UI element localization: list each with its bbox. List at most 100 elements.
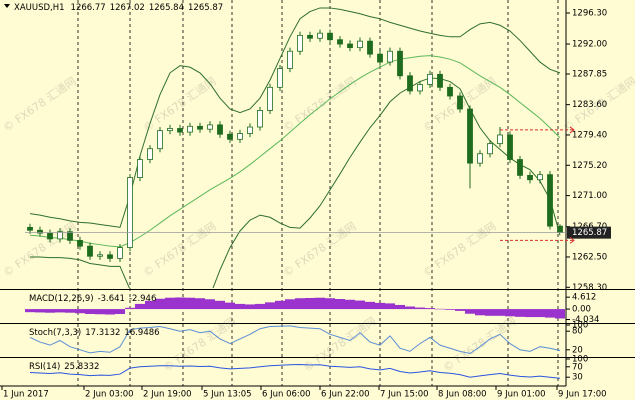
candle-body bbox=[257, 110, 263, 128]
indicator-value: 17.3132 bbox=[85, 328, 120, 338]
y-tick-label: 1271.00 bbox=[572, 191, 607, 201]
histogram-bar bbox=[325, 298, 335, 310]
histogram-bar bbox=[405, 306, 415, 310]
candle-body bbox=[57, 231, 63, 240]
y-tick-label: 100 bbox=[572, 355, 588, 365]
candle-body bbox=[77, 239, 83, 247]
histogram-bar bbox=[415, 307, 425, 310]
candle-body bbox=[457, 95, 463, 110]
histogram-bar bbox=[55, 309, 65, 313]
candle-body bbox=[537, 174, 543, 181]
candle-body bbox=[67, 231, 73, 241]
candle-body bbox=[527, 174, 533, 181]
histogram-bar bbox=[195, 298, 205, 310]
histogram-bar bbox=[85, 309, 95, 314]
y-tick-label: 1258.30 bbox=[572, 283, 607, 293]
indicator-header: MACD(12,26,9) -3.641 -2.946 bbox=[29, 294, 156, 304]
indicator-signal: -2.946 bbox=[129, 294, 156, 304]
histogram-bar bbox=[535, 309, 545, 318]
histogram-bar bbox=[215, 300, 225, 310]
histogram-bar bbox=[295, 298, 305, 310]
indicator-line bbox=[29, 363, 561, 379]
histogram-bar bbox=[265, 302, 275, 310]
histogram-bar bbox=[155, 298, 165, 310]
histogram-bar bbox=[505, 309, 515, 317]
low: 1265.84 bbox=[149, 3, 184, 13]
x-tick-label: 2 Jun 03:00 bbox=[85, 390, 134, 400]
histogram-bar bbox=[45, 309, 55, 313]
candle-body bbox=[377, 53, 383, 63]
histogram-bar bbox=[165, 297, 175, 310]
last-price-box bbox=[567, 226, 611, 239]
y-tick-label: 1287.85 bbox=[572, 69, 607, 79]
candle-body bbox=[307, 34, 313, 39]
candle-body bbox=[157, 130, 163, 150]
indicator-header: RSI(14) 25.8332 bbox=[29, 362, 99, 372]
histogram-bar bbox=[545, 309, 555, 318]
x-tick-label: 8 Jun 08:00 bbox=[438, 390, 487, 400]
y-tick-label: 100 bbox=[572, 321, 588, 331]
y-tick-label: 1262.50 bbox=[572, 252, 607, 262]
symbol: XAUUSD,H1 bbox=[14, 3, 65, 13]
y-tick-label: 0.00 bbox=[572, 305, 591, 315]
x-tick-label: 1 Jun 2017 bbox=[3, 390, 49, 400]
candle-body bbox=[477, 153, 483, 164]
histogram-bar bbox=[435, 308, 445, 310]
histogram-bar bbox=[365, 301, 375, 310]
histogram-bar bbox=[145, 300, 155, 310]
candle-body bbox=[297, 34, 303, 52]
x-tick-label: 9 Jun 01:00 bbox=[497, 390, 546, 400]
x-tick-label: 6 Jun 22:00 bbox=[321, 390, 370, 400]
candle-body bbox=[187, 125, 193, 133]
indicator-name: Stoch(7,3,3) bbox=[29, 328, 81, 338]
histogram-bar bbox=[175, 297, 185, 310]
candle-body bbox=[487, 143, 493, 155]
indicator-signal: 16.9486 bbox=[124, 328, 159, 338]
candle-body bbox=[177, 128, 183, 133]
bollinger-middle bbox=[29, 55, 561, 248]
indicator-name: MACD(12,26,9) bbox=[29, 294, 94, 304]
candle-body bbox=[227, 133, 233, 140]
candle-body bbox=[217, 124, 223, 135]
indicator-name: RSI(14) bbox=[29, 362, 60, 372]
histogram-bar bbox=[305, 297, 315, 310]
candle-body bbox=[447, 86, 453, 97]
x-tick-label: 2 Jun 19:00 bbox=[143, 390, 192, 400]
histogram-bar bbox=[135, 303, 145, 310]
histogram-bar bbox=[35, 309, 45, 313]
candle-body bbox=[117, 247, 123, 259]
histogram-bar bbox=[25, 309, 35, 313]
candle-body bbox=[287, 50, 293, 69]
close: 1265.87 bbox=[188, 3, 223, 13]
candle-body bbox=[397, 50, 403, 77]
indicator-line bbox=[29, 325, 561, 355]
x-tick-label: 7 Jun 15:00 bbox=[380, 390, 429, 400]
trade-arrow bbox=[569, 126, 575, 134]
y-tick-label: 20 bbox=[572, 345, 583, 355]
candle-body bbox=[357, 40, 363, 49]
open: 1266.77 bbox=[71, 3, 106, 13]
candle-body bbox=[267, 86, 273, 111]
price-plot bbox=[25, 7, 566, 288]
histogram-bar bbox=[75, 309, 85, 314]
histogram-bar bbox=[225, 302, 235, 310]
histogram-bar bbox=[425, 308, 435, 310]
histogram-bar bbox=[335, 299, 345, 310]
y-tick-label: 1279.40 bbox=[572, 130, 607, 140]
candle-body bbox=[27, 226, 33, 231]
histogram-bar bbox=[475, 309, 485, 316]
chart-header: XAUUSD,H1 1266.77 1267.02 1265.84 1265.87 bbox=[14, 3, 223, 13]
y-tick-label: 80 bbox=[572, 327, 583, 337]
candle-body bbox=[337, 39, 343, 45]
histogram-bar bbox=[115, 309, 125, 314]
histogram-bar bbox=[485, 309, 495, 316]
candle-body bbox=[147, 148, 153, 160]
candle-body bbox=[167, 128, 173, 132]
menu-triangle bbox=[4, 4, 10, 8]
y-tick-label: 1275.20 bbox=[572, 161, 607, 171]
histogram-bar bbox=[345, 299, 355, 310]
candle-body bbox=[407, 75, 413, 92]
candle-body bbox=[437, 73, 443, 88]
